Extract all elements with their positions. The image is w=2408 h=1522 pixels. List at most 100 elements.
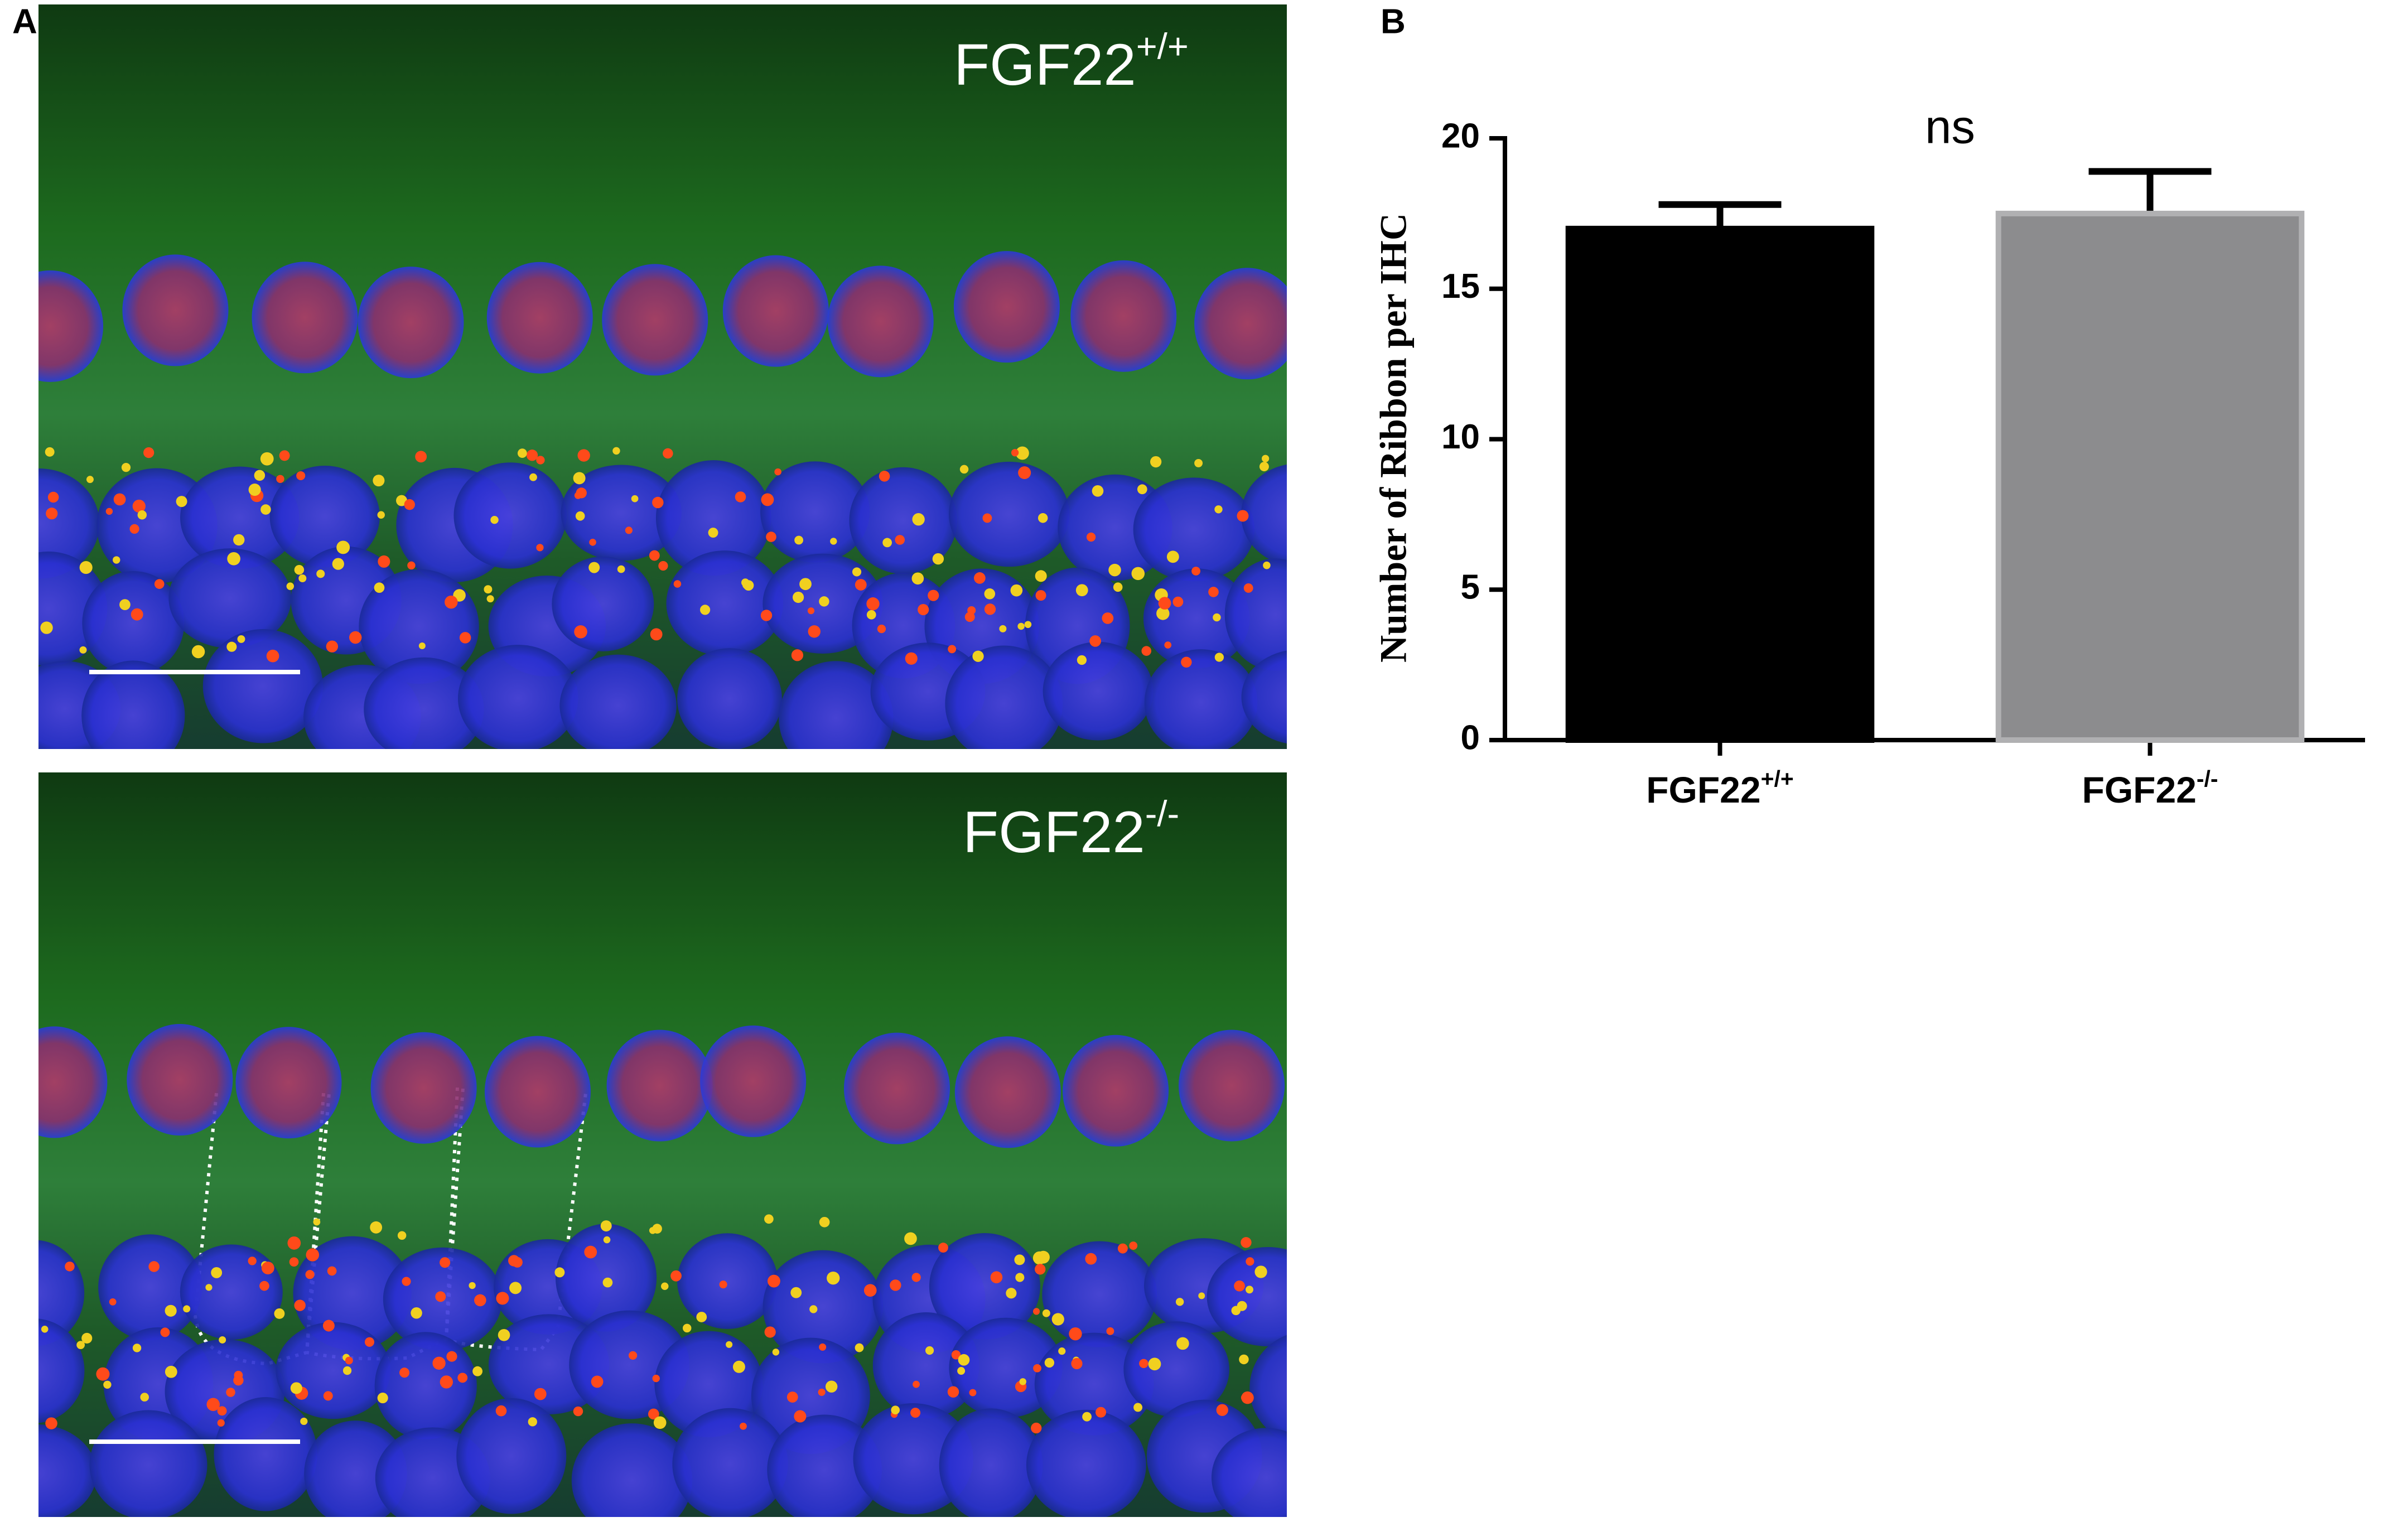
synapse-dot xyxy=(294,1299,306,1311)
synapse-dot xyxy=(1032,1251,1046,1265)
bar xyxy=(1995,210,2305,743)
synapse-dot xyxy=(866,597,880,611)
synapse-dot xyxy=(905,652,918,665)
nucleus xyxy=(939,1408,1043,1517)
synapse-dot xyxy=(891,1405,900,1415)
synapse-dot xyxy=(573,1406,583,1417)
synapse-dot xyxy=(1085,1253,1097,1265)
synapse-dot xyxy=(957,1367,966,1375)
synapse-dot xyxy=(459,632,471,644)
synapse-dot xyxy=(536,544,544,552)
synapse-dot xyxy=(1015,1273,1025,1282)
synapse-dot xyxy=(79,561,93,574)
synapse-dot xyxy=(205,1284,213,1291)
synapse-dot xyxy=(191,645,205,659)
synapse-dot xyxy=(1216,1404,1228,1416)
nucleus xyxy=(555,1224,657,1332)
synapse-dot xyxy=(336,540,350,554)
synapse-dot xyxy=(446,1351,457,1362)
nucleus xyxy=(235,1027,342,1139)
nucleus xyxy=(168,548,292,649)
nucleus xyxy=(1179,1030,1285,1142)
synapse-dot xyxy=(165,1304,177,1317)
synapse-dot xyxy=(602,1277,613,1288)
synapse-dot xyxy=(306,1248,320,1262)
synapse-dot xyxy=(819,596,829,607)
nucleus xyxy=(269,465,380,567)
y-tick-label: 20 xyxy=(1441,117,1480,155)
micrograph xyxy=(38,4,1287,749)
synapse-dot xyxy=(474,1294,486,1307)
nucleus xyxy=(370,1032,477,1144)
synapse-dot xyxy=(852,567,862,577)
synapse-dot xyxy=(132,1344,142,1352)
synapse-dot xyxy=(794,1410,807,1423)
synapse-dot xyxy=(440,1375,453,1389)
nucleus xyxy=(202,629,324,743)
image-label: FGF22+/+ xyxy=(954,26,1189,98)
nucleus xyxy=(1070,260,1177,372)
synapse-dot xyxy=(825,1380,838,1393)
nucleus xyxy=(1026,1409,1146,1517)
annotation: ns xyxy=(1925,100,1975,153)
nucleus xyxy=(672,1408,788,1517)
synapse-dot xyxy=(895,535,905,545)
synapse-dot xyxy=(625,526,633,534)
synapse-dot xyxy=(495,1405,507,1417)
nucleus xyxy=(779,661,894,749)
synapse-dot xyxy=(652,496,664,509)
synapse-dot xyxy=(1092,485,1104,497)
synapse-dot xyxy=(1246,1286,1253,1294)
synapse-dot xyxy=(794,535,804,545)
synapse-dot xyxy=(1237,510,1249,522)
synapse-dot xyxy=(649,550,660,561)
synapse-dot xyxy=(526,450,538,461)
synapse-dot xyxy=(792,591,804,603)
synapse-dot xyxy=(508,1255,520,1267)
synapse-dot xyxy=(137,510,147,520)
synapse-dot xyxy=(1108,563,1121,577)
synapse-dot xyxy=(648,1408,659,1420)
nucleus xyxy=(214,1397,317,1511)
nucleus xyxy=(127,1024,233,1136)
synapse-dot xyxy=(663,448,673,459)
synapse-dot xyxy=(948,645,957,654)
synapse-dot xyxy=(316,569,325,578)
nucleus xyxy=(98,1234,202,1341)
nucleus xyxy=(358,267,464,379)
synapse-dot xyxy=(984,588,996,600)
synapse-dot xyxy=(974,572,986,584)
nucleus xyxy=(677,648,782,749)
nucleus xyxy=(655,460,771,576)
synapse-dot xyxy=(999,625,1007,632)
synapse-dot xyxy=(1037,513,1048,523)
nucleus xyxy=(1212,1428,1287,1517)
synapse-dot xyxy=(969,1389,977,1397)
synapse-dot xyxy=(469,1282,476,1289)
synapse-dot xyxy=(373,475,385,487)
synapse-dot xyxy=(1042,1309,1050,1317)
synapse-dot xyxy=(631,495,639,502)
synapse-dot xyxy=(764,1326,776,1338)
synapse-dot xyxy=(1214,653,1224,662)
synapse-dot xyxy=(1213,613,1221,622)
synapse-dot xyxy=(588,562,600,573)
synapse-dot xyxy=(1006,1288,1017,1299)
synapse-dot xyxy=(211,1267,223,1278)
synapse-dot xyxy=(1031,1422,1042,1434)
synapse-dot xyxy=(219,1336,226,1344)
synapse-dot xyxy=(649,1227,657,1234)
synapse-dot xyxy=(574,491,582,499)
synapse-dot xyxy=(404,499,415,510)
synapse-dot xyxy=(719,1281,727,1289)
synapse-dot xyxy=(612,447,620,455)
synapse-dot xyxy=(911,1273,921,1282)
synapse-dot xyxy=(534,1388,547,1400)
nucleus xyxy=(1133,477,1255,582)
synapse-dot xyxy=(1234,1280,1245,1292)
nucleus xyxy=(677,1233,778,1329)
nucleus xyxy=(760,461,870,563)
synapse-dot xyxy=(248,1257,257,1265)
nucleus xyxy=(953,251,1060,363)
synapse-dot xyxy=(457,1373,468,1383)
